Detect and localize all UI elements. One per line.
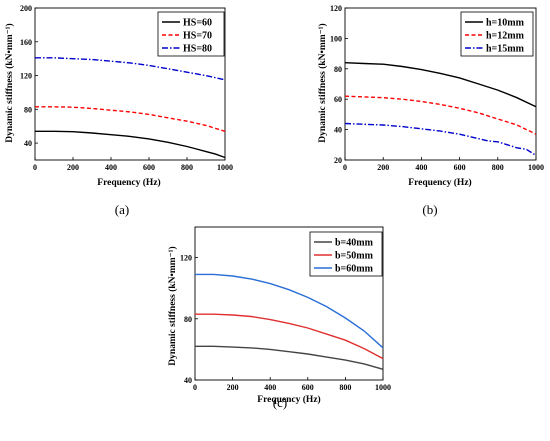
y-tick-label: 200 xyxy=(20,4,32,13)
x-tick-label: 400 xyxy=(105,163,117,172)
x-tick-label: 400 xyxy=(415,163,427,172)
series-line-b-50mm xyxy=(195,313,384,360)
y-axis-title: Dynamic stiffness (kN•mm⁻¹) xyxy=(167,246,178,365)
series-line-h-12mm xyxy=(344,95,537,135)
x-tick-label: 0 xyxy=(193,383,197,392)
x-tick-label: 0 xyxy=(343,163,347,172)
x-tick-label: 800 xyxy=(181,163,193,172)
panel-label: (b) xyxy=(422,202,437,217)
y-tick-label: 80 xyxy=(184,315,192,324)
panel-b: 0 200 400 600 800 1000 20 40 60 80 100 120 Frequency… xyxy=(317,4,544,217)
y-tick-label: 60 xyxy=(334,95,342,104)
y-tick-label: 80 xyxy=(334,65,342,74)
legend-box xyxy=(157,11,225,57)
legend-label: b=40mm xyxy=(335,238,374,249)
series-line-hs-80 xyxy=(35,57,226,81)
y-tick-label: 160 xyxy=(20,38,32,47)
x-tick-label: 400 xyxy=(264,383,276,392)
legend-label: HS=70 xyxy=(183,31,212,42)
y-tick-label: 40 xyxy=(184,376,192,385)
y-axis-title: Dynamic stiffness (kN•mm⁻¹) xyxy=(317,23,328,142)
x-tick-label: 800 xyxy=(492,163,504,172)
plot-frame xyxy=(344,7,537,161)
legend-label: h=12mm xyxy=(486,31,525,42)
legend-label: HS=60 xyxy=(183,18,212,29)
x-tick-label: 200 xyxy=(67,163,79,172)
series-line-h-10mm xyxy=(344,62,537,108)
plot-frame xyxy=(194,226,384,381)
y-tick-label: 40 xyxy=(334,126,342,135)
x-tick-label: 1000 xyxy=(375,383,391,392)
y-tick-label: 120 xyxy=(20,72,32,81)
panel-label: (c) xyxy=(273,395,287,410)
x-tick-label: 1000 xyxy=(217,163,233,172)
y-axis-title: Dynamic stiffness (kN•mm⁻¹) xyxy=(4,23,15,142)
series-line-b-60mm xyxy=(195,273,384,349)
panel-a: 0 200 400 600 800 1000 40 80 120 160 200 Frequency … xyxy=(4,4,233,217)
plot-frame xyxy=(34,7,226,161)
x-tick-label: 0 xyxy=(33,163,37,172)
x-axis-title: Frequency (Hz) xyxy=(257,394,320,405)
legend-label: h=10mm xyxy=(486,18,525,29)
y-tick-label: 20 xyxy=(334,156,342,165)
panel-label: (a) xyxy=(115,202,129,217)
legend-label: b=50mm xyxy=(335,251,374,262)
series-line-hs-70 xyxy=(35,106,226,132)
series-line-hs-60 xyxy=(35,130,226,159)
x-tick-label: 600 xyxy=(454,163,466,172)
legend-label: HS=80 xyxy=(183,44,212,55)
series-line-h-15mm xyxy=(344,122,537,156)
y-tick-label: 100 xyxy=(330,34,342,43)
x-tick-label: 600 xyxy=(143,163,155,172)
x-tick-label: 200 xyxy=(377,163,389,172)
x-tick-label: 600 xyxy=(302,383,314,392)
panel-c: 0 200 400 600 800 1000 40 80 120 Frequency (Hz) Dy… xyxy=(167,226,391,410)
y-tick-label: 120 xyxy=(180,254,192,263)
y-tick-label: 80 xyxy=(24,105,32,114)
legend-label: b=60mm xyxy=(335,264,374,275)
x-tick-label: 1000 xyxy=(528,163,544,172)
legend-label: h=15mm xyxy=(486,44,525,55)
x-tick-label: 800 xyxy=(339,383,351,392)
x-tick-label: 200 xyxy=(227,383,239,392)
y-tick-label: 40 xyxy=(24,139,32,148)
x-axis-title: Frequency (Hz) xyxy=(97,177,160,188)
y-tick-label: 120 xyxy=(330,4,342,13)
x-axis-title: Frequency (Hz) xyxy=(408,177,471,188)
series-line-b-40mm xyxy=(195,345,384,370)
